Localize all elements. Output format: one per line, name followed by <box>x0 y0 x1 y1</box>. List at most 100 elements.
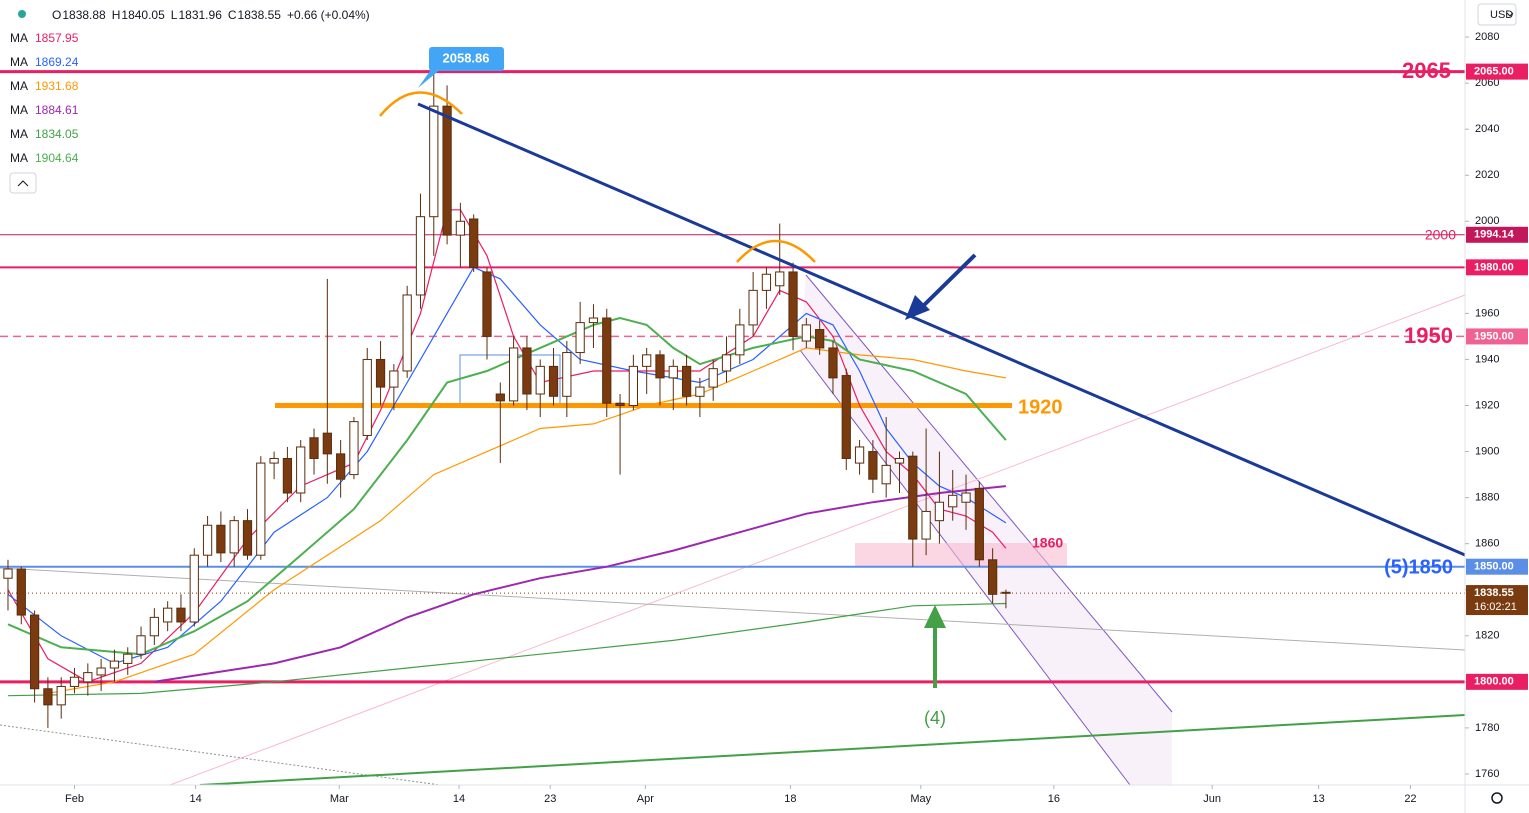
candle-body <box>575 322 585 354</box>
y-tick-label: 2080 <box>1475 31 1499 43</box>
marks <box>0 60 1465 728</box>
candle-body <box>628 365 638 407</box>
candle-body <box>269 457 279 464</box>
candle-body <box>242 520 253 556</box>
candle-body <box>29 614 40 690</box>
arrow <box>916 253 977 313</box>
ma-value: 1857.95 <box>35 31 79 45</box>
callout-pointer <box>418 68 442 88</box>
candle-body <box>3 568 13 579</box>
x-tick-label: Mar <box>330 793 349 805</box>
price-tag <box>1466 63 1528 80</box>
y-tick-label: 2020 <box>1475 169 1499 181</box>
candle-body <box>841 375 851 459</box>
candle-body <box>163 607 173 623</box>
candle-body <box>974 487 984 561</box>
candle-body <box>495 393 505 402</box>
arrow-head <box>905 295 930 320</box>
price-tag-label: 1950.00 <box>1474 330 1514 342</box>
annotation: 1920 <box>1018 396 1063 418</box>
candle-body <box>455 220 466 236</box>
callout <box>429 47 504 71</box>
y-tick-label: 1780 <box>1475 722 1499 734</box>
currency-button[interactable] <box>1477 3 1517 26</box>
ma-name: MA <box>10 31 28 45</box>
axis-bg <box>0 785 1465 813</box>
x-tick-label: Apr <box>637 793 654 805</box>
x-tick-label: 13 <box>1313 793 1325 805</box>
candle-body <box>415 216 426 296</box>
trend-line <box>0 567 1466 651</box>
collapse-button[interactable] <box>9 172 37 194</box>
y-tick-label: 2060 <box>1475 77 1499 89</box>
dropdown-icon <box>1506 12 1514 17</box>
ma-name: MA <box>10 127 28 141</box>
price-tag <box>1466 328 1528 345</box>
x-tick-label: 18 <box>784 793 796 805</box>
y-tick-label: 1940 <box>1475 353 1499 365</box>
channel-fill <box>800 275 1172 785</box>
candle-body <box>482 271 492 337</box>
candle-body <box>735 324 745 356</box>
candle-body <box>389 370 399 388</box>
price-tag-label: 1800.00 <box>1474 676 1514 688</box>
candle-body <box>149 616 159 637</box>
ma-value: 1869.24 <box>35 55 79 69</box>
candle-body <box>921 510 931 540</box>
legend: MA 1857.95 MA 1869.24 MA 1931.68 MA 1884.61 MA 18… <box>9 8 370 194</box>
candle-body <box>894 457 905 464</box>
candle-body <box>815 329 825 349</box>
candle-body <box>83 672 93 683</box>
candle-body <box>469 218 479 268</box>
price-tag <box>1466 259 1528 276</box>
candle-body <box>761 273 772 291</box>
arc <box>736 239 816 263</box>
candle-body <box>429 105 439 218</box>
drawings <box>0 274 1466 786</box>
candle-body <box>681 365 692 397</box>
arc <box>379 91 463 117</box>
ma-value: 1834.05 <box>35 127 79 141</box>
candle-body <box>508 347 519 402</box>
price-tag <box>1466 585 1528 616</box>
candle-body <box>176 607 186 623</box>
currency[interactable]: USD <box>1490 9 1513 21</box>
channel-line <box>805 274 1173 713</box>
x-tick-label: May <box>910 793 931 805</box>
annotation: 2000 <box>1425 227 1456 243</box>
candle-body <box>322 432 332 455</box>
candle-body <box>402 294 412 372</box>
candle-body <box>16 568 26 616</box>
price-tag-label: 1994.14 <box>1474 229 1515 241</box>
candle-body <box>362 358 372 436</box>
ma-line <box>7 316 1007 656</box>
zone <box>855 543 1067 567</box>
candle-body <box>1001 591 1011 594</box>
candle-body <box>655 354 665 379</box>
price-tag <box>1466 226 1528 243</box>
y-tick-label: 2000 <box>1475 215 1499 227</box>
ma-line <box>47 347 1007 694</box>
ohlc-letter: H <box>112 8 121 22</box>
annotation: 1860 <box>1032 535 1063 551</box>
candle-body <box>775 271 785 287</box>
y-tick-label: 1920 <box>1475 399 1499 411</box>
annotation: (5)1850 <box>1384 556 1453 578</box>
ma-line <box>7 602 1006 697</box>
ma-value: 1931.68 <box>35 79 79 93</box>
x-tick-label: 14 <box>453 793 465 805</box>
settings-icon[interactable] <box>1491 792 1503 804</box>
status-dot <box>18 10 26 18</box>
candle-body <box>615 402 625 407</box>
price-tag-label: 1838.55 <box>1474 587 1514 599</box>
candle-body <box>868 451 878 480</box>
candle-body <box>881 464 891 485</box>
ohlc-letter: L <box>171 8 178 22</box>
ohlc-value: 1838.55 <box>238 8 282 22</box>
annotation: (4) <box>924 708 946 728</box>
countdown: 16:02:21 <box>1474 601 1517 613</box>
ohlc-value: 1838.88 <box>62 8 106 22</box>
candle-body <box>988 559 998 595</box>
candle-body <box>522 347 532 395</box>
candle-body <box>562 352 572 397</box>
